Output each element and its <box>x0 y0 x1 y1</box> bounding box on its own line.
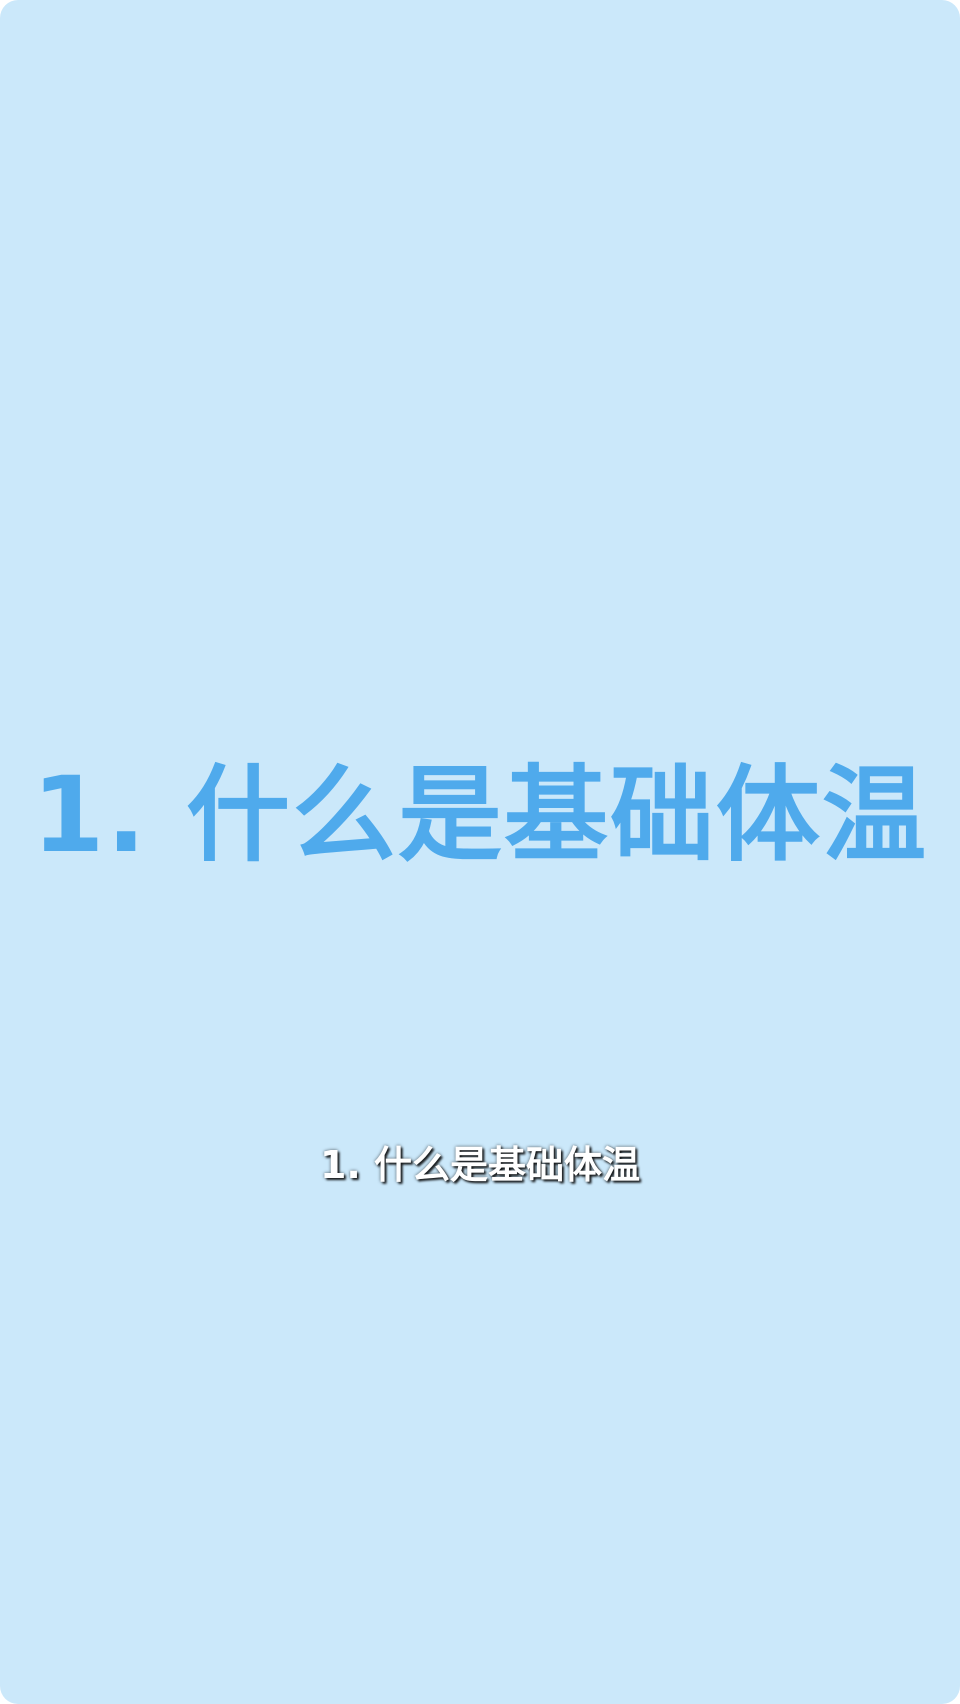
slide-headline: 1. 什么是基础体温 <box>31 754 929 876</box>
caption-subtitle: 1. 什么是基础体温 <box>319 1143 641 1187</box>
